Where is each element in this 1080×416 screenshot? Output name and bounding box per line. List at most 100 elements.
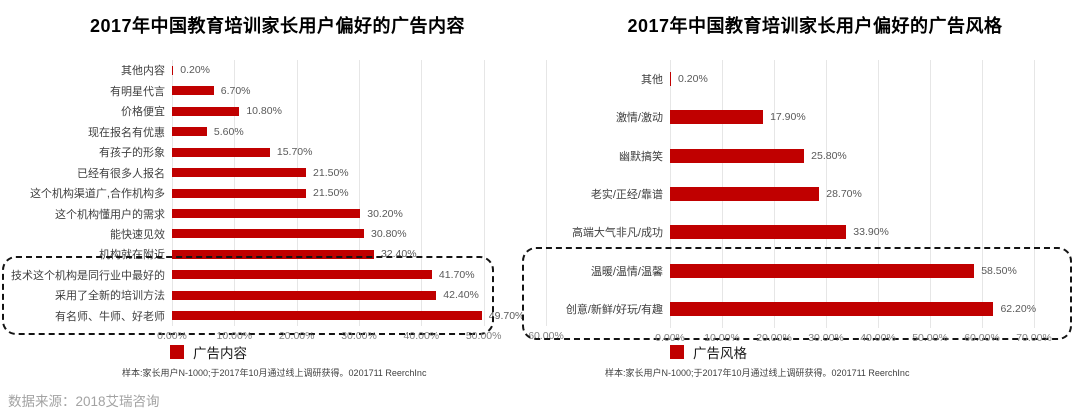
gridline <box>982 60 983 328</box>
bar-row: 有孩子的形象 15.70% <box>0 142 555 162</box>
bar <box>670 110 764 125</box>
x-tick-label: 40.00% <box>403 330 440 342</box>
value-label: 25.80% <box>811 149 847 162</box>
value-label: 49.70% <box>488 309 525 322</box>
bar-row: 这个机构渠道广,合作机构多 21.50% <box>0 183 555 203</box>
x-axis: 0.00% 10.00% 20.00% 30.00% 40.00% 50.00% 60.00… <box>157 326 564 342</box>
value-label: 5.60% <box>213 125 244 138</box>
bar-row: 能快速见效 30.80% <box>0 224 555 244</box>
bar-track: 21.50% <box>172 167 546 179</box>
category-label: 现在报名有优惠 <box>88 126 165 139</box>
x-tick-label: 60.00% <box>964 332 1000 344</box>
value-label: 0.20% <box>678 73 708 86</box>
bar-track: 41.70% <box>172 269 546 281</box>
legend-label: 广告风格 <box>693 346 747 361</box>
x-tick-label: 30.00% <box>808 332 844 344</box>
bar-row: 幽默搞笑 25.80% <box>550 137 1080 175</box>
bar-track: 17.90% <box>670 110 1034 125</box>
x-tick-label: 0.00% <box>157 330 187 342</box>
x-tick-label: 20.00% <box>756 332 792 344</box>
value-label: 28.70% <box>826 187 862 200</box>
bar-track: 62.20% <box>670 301 1037 316</box>
bar-row: 价格便宜 10.80% <box>0 101 555 121</box>
bar-row: 这个机构懂用户的需求 30.20% <box>0 203 555 223</box>
x-tick-label: 30.00% <box>341 330 377 342</box>
value-label: 32.40% <box>380 248 417 261</box>
bar <box>172 147 270 157</box>
bar <box>172 290 437 300</box>
value-label: 42.40% <box>443 289 479 302</box>
category-label: 高端大气非凡/成功 <box>571 227 663 240</box>
legend-swatch <box>170 345 184 359</box>
bar-rows: 其他 0.20% 激情/激动 17.90% 幽默搞笑 25.80% 老实/正经/靠谱 28.7… <box>550 60 1080 328</box>
x-tick-label: 50.00% <box>465 330 502 342</box>
chart-title: 2017年中国教育培训家长用户偏好的广告风格 <box>627 16 1003 36</box>
value-label: 30.20% <box>367 207 403 220</box>
bar-row: 现在报名有优惠 5.60% <box>0 121 555 141</box>
bar <box>172 106 240 116</box>
bar <box>172 86 214 96</box>
gridline <box>546 60 547 326</box>
data-source-note: 数据来源：2018艾瑞咨询 <box>8 394 160 409</box>
x-tick-label: 50.00% <box>912 332 948 344</box>
category-label: 创意/新鲜/好玩/有趣 <box>565 303 663 316</box>
category-label: 有名师、牛师、好老师 <box>55 310 165 323</box>
category-label: 采用了全新的培训方法 <box>55 290 165 303</box>
plot-area: 其他 0.20% 激情/激动 17.90% 幽默搞笑 25.80% 老实/正经/靠谱 28.7… <box>522 60 1080 344</box>
bar-row: 其他内容 0.20% <box>0 60 555 80</box>
category-label: 价格便宜 <box>121 106 165 119</box>
bar-track: 42.40% <box>172 289 546 301</box>
bar-track: 15.70% <box>172 146 546 158</box>
bar-track: 5.60% <box>172 126 546 138</box>
bar-track: 33.90% <box>670 225 1034 240</box>
bar-track: 32.40% <box>172 248 546 260</box>
bar-track: 25.80% <box>670 148 1034 163</box>
bar <box>172 188 307 198</box>
category-label: 老实/正经/靠谱 <box>590 188 663 201</box>
category-label: 幽默搞笑 <box>619 150 663 163</box>
bar <box>670 225 847 240</box>
bar <box>670 148 805 163</box>
gridline <box>359 60 360 326</box>
bar-row: 已经有很多人报名 21.50% <box>0 162 555 182</box>
category-label: 机构就在附近 <box>99 249 165 262</box>
bar <box>172 311 482 321</box>
bar <box>172 127 207 137</box>
category-label: 温暖/温情/温馨 <box>590 265 663 278</box>
bar <box>172 168 307 178</box>
gridline <box>930 60 931 328</box>
bar-row: 高端大气非凡/成功 33.90% <box>550 213 1080 251</box>
bar-row: 技术这个机构是同行业中最好的 41.70% <box>0 265 555 285</box>
bar <box>172 249 374 259</box>
bar-track: 0.20% <box>670 72 1034 87</box>
plot-area: 其他内容 0.20% 有明星代言 6.70% 价格便宜 10.80% 现在报名有优惠 5.60… <box>0 60 564 342</box>
bar-row: 有明星代言 6.70% <box>0 80 555 100</box>
x-axis: 0.00% 10.00% 20.00% 30.00% 40.00% 50.00% 60.00… <box>655 328 1052 344</box>
bar-track: 21.50% <box>172 187 546 199</box>
bar-row: 有名师、牛师、好老师 49.70% <box>0 306 555 326</box>
value-label: 62.20% <box>1000 302 1037 315</box>
bar <box>172 229 364 239</box>
bar-row: 激情/激动 17.90% <box>550 98 1080 136</box>
value-label: 41.70% <box>438 268 475 281</box>
bar-row: 机构就在附近 32.40% <box>0 244 555 264</box>
bar-row: 创意/新鲜/好玩/有趣 62.20% <box>550 290 1080 328</box>
category-label: 已经有很多人报名 <box>77 167 165 180</box>
bar-track: 30.80% <box>172 228 546 240</box>
category-label: 有孩子的形象 <box>99 147 165 160</box>
x-tick-label: 70.00% <box>1016 332 1052 344</box>
x-tick-label: 40.00% <box>860 332 896 344</box>
bar <box>172 65 174 75</box>
category-label: 这个机构懂用户的需求 <box>55 208 165 221</box>
bar-row: 老实/正经/靠谱 28.70% <box>550 175 1080 213</box>
bar-row: 采用了全新的培训方法 42.40% <box>0 285 555 305</box>
value-label: 21.50% <box>313 166 349 179</box>
bar-track: 6.70% <box>172 85 546 97</box>
bar <box>670 263 975 278</box>
legend: 广告内容 <box>170 342 247 362</box>
bar <box>172 209 361 219</box>
bar-row: 其他 0.20% <box>550 60 1080 98</box>
sample-footnote: 样本:家长用户N-1000;于2017年10月通过线上调研获得。0201711 … <box>605 368 910 378</box>
bar-track: 49.70% <box>172 310 546 322</box>
category-label: 激情/激动 <box>615 112 663 125</box>
